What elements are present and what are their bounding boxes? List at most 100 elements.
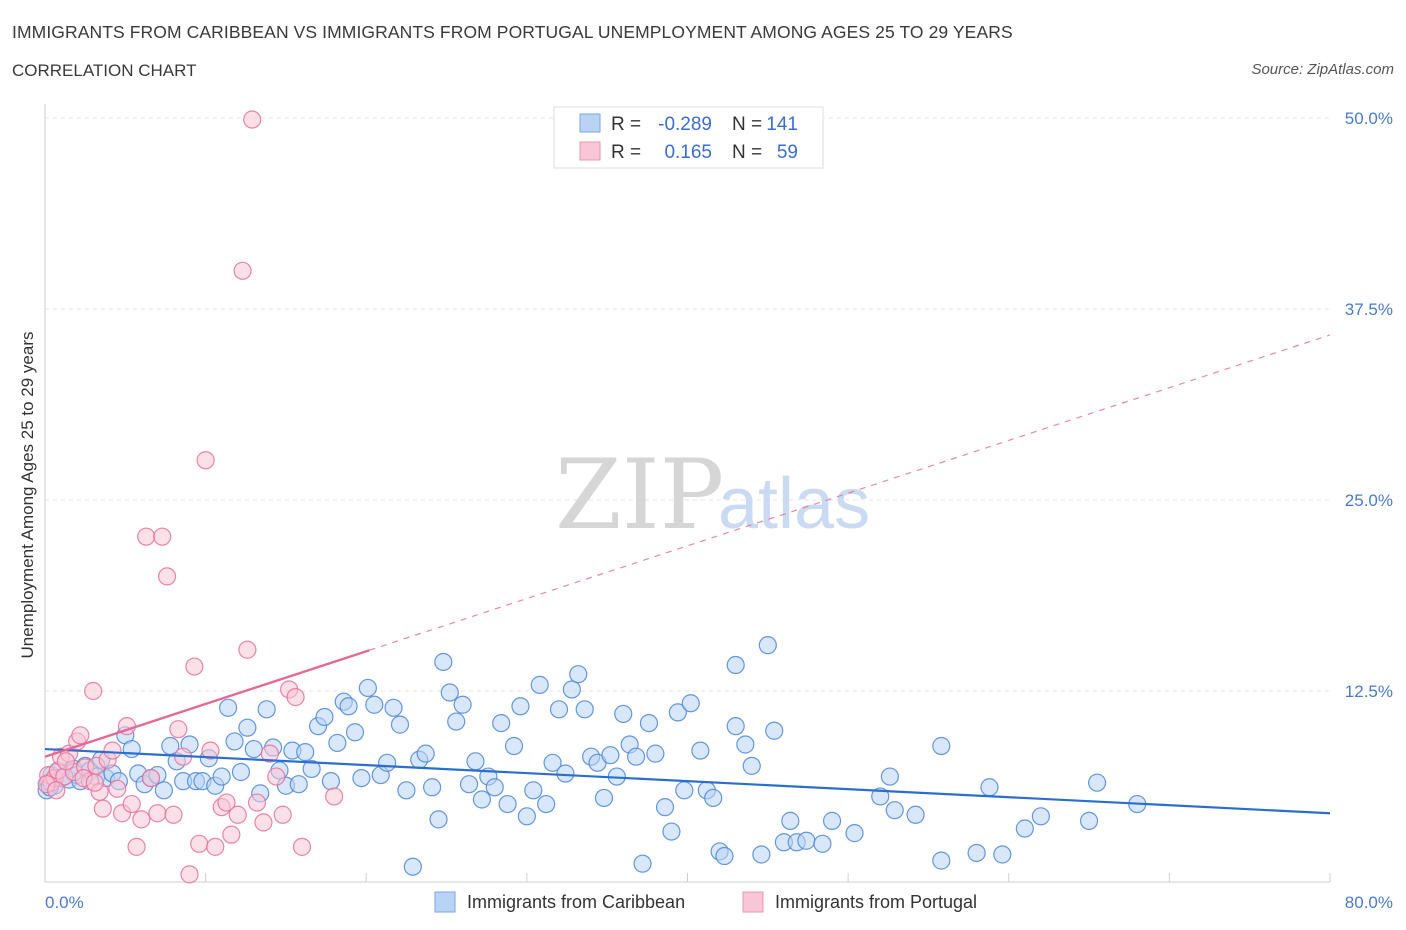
- portugal-point: [122, 794, 141, 814]
- caribbean-point: [932, 736, 951, 756]
- caribbean-point: [403, 857, 422, 876]
- caribbean-point: [736, 735, 755, 754]
- caribbean-point: [378, 753, 397, 772]
- portugal-point: [85, 773, 104, 792]
- trend-line-portugal-dashed: [369, 334, 1331, 651]
- portugal-point: [71, 726, 90, 745]
- portugal-point: [153, 527, 172, 546]
- caribbean-point: [225, 732, 244, 751]
- caribbean-point: [416, 744, 435, 763]
- portugal-point: [180, 865, 199, 884]
- portugal-point: [292, 837, 312, 856]
- portugal-point: [228, 805, 247, 824]
- caribbean-point: [485, 778, 504, 797]
- caribbean-point: [668, 703, 687, 722]
- caribbean-point: [358, 678, 377, 698]
- trend-line-caribbean: [44, 747, 1331, 815]
- caribbean-point: [440, 683, 459, 702]
- portugal-point: [325, 787, 344, 806]
- portugal-point: [93, 799, 112, 818]
- caribbean-point: [296, 743, 315, 762]
- caribbean-point: [397, 781, 416, 800]
- portugal-point: [267, 767, 286, 786]
- caribbean-point: [453, 695, 472, 714]
- portugal-point: [127, 837, 146, 856]
- caribbean-point: [517, 807, 536, 826]
- watermark-zip: ZIP: [555, 439, 724, 551]
- caribbean-point: [781, 811, 800, 830]
- portugal-point: [233, 261, 252, 280]
- chart-title: IMMIGRANTS FROM CARIBBEAN VS IMMIGRANTS …: [12, 22, 1013, 42]
- series-legend: Immigrants from Caribbean Immigrants fro…: [434, 891, 977, 913]
- caribbean-point: [504, 736, 524, 756]
- caribbean-point: [154, 781, 173, 800]
- watermark-atlas: atlas: [718, 464, 870, 544]
- caribbean-point: [993, 845, 1012, 864]
- caribbean-point: [365, 695, 384, 714]
- caribbean-point: [429, 810, 448, 829]
- caribbean-point: [675, 781, 694, 800]
- portugal-point: [56, 752, 75, 771]
- portugal-point: [137, 527, 156, 546]
- caribbean-point: [339, 697, 358, 716]
- caribbean-point: [302, 759, 321, 779]
- bottom-legend-swatch-caribbean: [434, 891, 456, 913]
- caribbean-point: [345, 723, 365, 742]
- caribbean-point: [384, 698, 403, 717]
- y-tick-label: 25.0%: [1345, 491, 1393, 510]
- portugal-point: [148, 804, 167, 823]
- caribbean-point: [932, 851, 951, 870]
- trend-lines: [44, 334, 1331, 815]
- caribbean-point: [321, 772, 341, 791]
- portugal-point: [196, 451, 215, 470]
- caribbean-point: [556, 764, 575, 783]
- portugal-point: [132, 810, 151, 829]
- caribbean-point: [244, 739, 263, 759]
- caribbean-point: [390, 715, 410, 734]
- caribbean-point: [906, 805, 925, 824]
- caribbean-point: [423, 778, 442, 797]
- caribbean-point: [601, 746, 620, 765]
- y-tick-label: 37.5%: [1345, 300, 1393, 319]
- caribbean-point: [219, 698, 238, 717]
- caribbean-point: [871, 787, 890, 806]
- caribbean-point: [231, 762, 251, 782]
- caribbean-point: [822, 811, 842, 830]
- portugal-point: [217, 793, 236, 812]
- caribbean-point: [328, 733, 347, 753]
- x-tick-label-min: 0.0%: [45, 893, 84, 912]
- y-tick-labels: 12.5% 25.0% 37.5% 50.0%: [1345, 109, 1393, 701]
- caribbean-point: [885, 801, 904, 820]
- caribbean-point: [434, 652, 453, 672]
- caribbean-point: [1079, 811, 1099, 830]
- caribbean-point: [758, 636, 777, 655]
- legend-n-label-portugal: N =: [732, 142, 762, 163]
- caribbean-point: [813, 834, 832, 853]
- portugal-point: [190, 834, 209, 853]
- caribbean-point: [511, 697, 530, 716]
- portugal-point: [185, 657, 204, 676]
- caribbean-point: [569, 665, 588, 684]
- caribbean-point: [543, 753, 562, 772]
- portugal-point: [201, 741, 220, 760]
- caribbean-point: [646, 744, 665, 763]
- caribbean-point: [742, 756, 761, 775]
- portugal-point: [141, 768, 161, 788]
- caribbean-point: [472, 790, 491, 809]
- legend-r-value-portugal: 0.165: [664, 142, 712, 163]
- caribbean-point: [447, 712, 466, 731]
- caribbean-point: [633, 854, 652, 873]
- stats-legend: R = -0.289 N = 141 R = 0.165 N = 59: [553, 106, 824, 169]
- caribbean-point: [352, 768, 371, 788]
- bottom-legend-label-caribbean: Immigrants from Caribbean: [467, 892, 685, 912]
- caribbean-point: [704, 788, 723, 808]
- caribbean-point: [726, 717, 745, 736]
- portugal-point: [47, 781, 66, 800]
- portugal-point: [103, 741, 122, 760]
- caribbean-point: [752, 845, 771, 864]
- portugal-point: [243, 110, 262, 129]
- legend-r-label-portugal: R =: [611, 142, 641, 163]
- legend-r-value-caribbean: -0.289: [658, 114, 712, 135]
- caribbean-point: [655, 798, 675, 817]
